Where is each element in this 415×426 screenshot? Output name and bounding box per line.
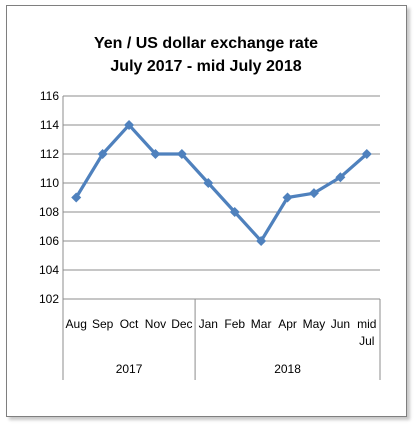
data-point xyxy=(176,149,187,159)
axis-labels: 102 104 106 108 110 112 114 116 Aug Sep Oct Nov Dec J… xyxy=(39,89,376,376)
series-layer xyxy=(71,120,372,246)
x-tick-label: Jun xyxy=(331,317,350,331)
x-tick-label: Nov xyxy=(145,317,166,331)
y-tick-label: 102 xyxy=(39,292,59,306)
x-tick-label: Jan xyxy=(199,317,218,331)
chart-title: Yen / US dollar exchange rate xyxy=(94,35,318,52)
x-tick-label: mid xyxy=(357,317,376,331)
y-tick-label: 110 xyxy=(40,176,59,190)
x-tick-label: Mar xyxy=(251,317,272,331)
data-point xyxy=(335,172,346,183)
gridlines xyxy=(63,95,380,271)
y-tick-label: 104 xyxy=(39,263,59,277)
x-tick-label: Jul xyxy=(359,334,374,348)
data-point xyxy=(150,149,161,159)
data-point xyxy=(71,192,82,203)
chart-frame: Yen / US dollar exchange rate July 2017 … xyxy=(6,5,407,417)
chart-subtitle: July 2017 - mid July 2018 xyxy=(110,58,301,75)
x-tick-label: May xyxy=(303,317,326,331)
series-line xyxy=(74,123,368,243)
data-point xyxy=(282,192,293,203)
x-tick-label: Sep xyxy=(92,317,114,331)
x-tick-label: Feb xyxy=(224,317,245,331)
x-tick-label: Oct xyxy=(120,317,139,331)
x-tick-label: Apr xyxy=(278,317,297,331)
data-point xyxy=(256,236,267,246)
data-point xyxy=(97,149,108,159)
line-chart: Yen / US dollar exchange rate July 2017 … xyxy=(39,35,381,380)
axes xyxy=(62,96,381,380)
data-point xyxy=(308,188,319,199)
y-tick-label: 106 xyxy=(39,234,59,248)
data-point xyxy=(229,207,240,217)
x-tick-label: Aug xyxy=(66,317,87,331)
data-point xyxy=(361,149,372,159)
x-tick-label: Dec xyxy=(171,317,192,331)
data-point xyxy=(203,178,214,188)
y-tick-label: 108 xyxy=(39,205,59,219)
group-label: 2018 xyxy=(274,362,301,376)
y-tick-label: 114 xyxy=(40,118,59,132)
group-label: 2017 xyxy=(116,362,143,376)
y-tick-label: 112 xyxy=(40,147,59,161)
y-tick-label: 116 xyxy=(40,89,59,103)
data-point xyxy=(124,120,135,130)
